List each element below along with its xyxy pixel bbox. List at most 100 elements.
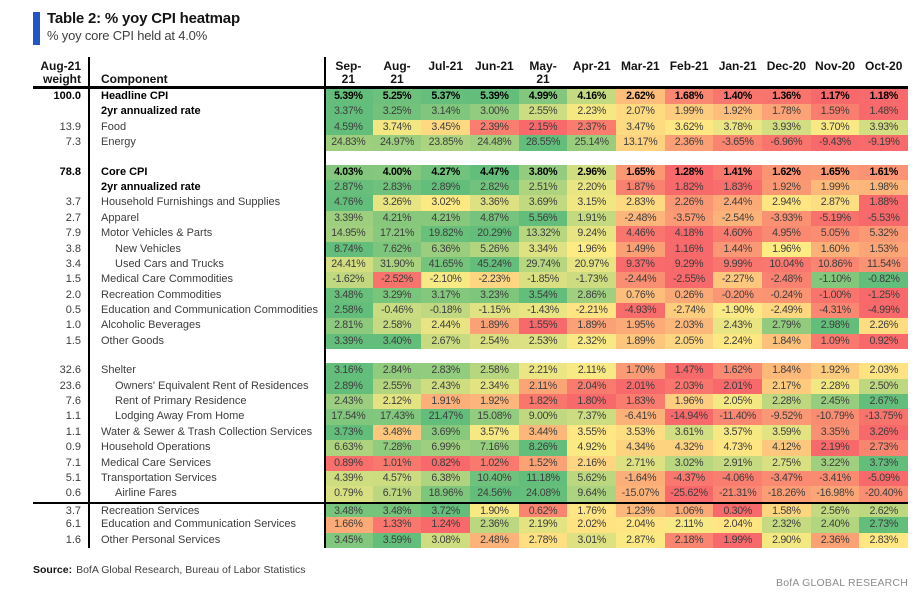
heatmap-cell: 5.62% — [567, 470, 617, 487]
heatmap-cell: -16.98% — [810, 486, 860, 502]
table-row: 6.1 Education and Communication Services 1… — [33, 517, 909, 533]
heatmap-cell: 2.62% — [616, 89, 665, 105]
table-row: 7.9 Motor Vehicles & Parts 14.95% 17.21% 19.… — [33, 226, 909, 242]
heatmap-cell: 21.47% — [421, 409, 471, 425]
heatmap-cell: -1.73% — [567, 272, 617, 288]
heatmap-cell: 1.62% — [762, 164, 811, 180]
heatmap-cell: 2.15% — [518, 119, 568, 136]
heatmap-cell: 1.84% — [762, 333, 811, 350]
heatmap-cell: -5.53% — [859, 210, 909, 227]
weight-cell: 1.0 — [65, 319, 81, 332]
heatmap-cell: 3.70% — [810, 119, 860, 136]
heatmap-cell: 1.96% — [664, 394, 714, 410]
heatmap-cell: 2.96% — [567, 164, 617, 180]
row-values: 4.39% 4.57% 6.38% 10.40% 11.18% 5.62% -1.64% -4… — [324, 470, 909, 487]
heatmap-cell: 1.96% — [567, 241, 617, 257]
heatmap-cell: -1.00% — [810, 287, 860, 304]
heatmap-cell: 1.18% — [859, 89, 909, 105]
component-cell: 2yr annualized rate — [101, 105, 201, 118]
heatmap-cell: 1.02% — [470, 455, 519, 471]
heatmap-cell: 5.56% — [518, 210, 568, 227]
heatmap-cell: 3.93% — [859, 119, 909, 136]
heatmap-cell: -1.15% — [470, 303, 519, 319]
heatmap-cell: -2.54% — [713, 210, 763, 227]
heatmap-cell: 1.92% — [470, 394, 519, 410]
heatmap-cell: 24.41% — [324, 256, 373, 273]
heatmap-cell: 2.82% — [470, 179, 519, 196]
heatmap-cell: 4.39% — [324, 470, 373, 487]
heatmap-cell: 24.83% — [324, 135, 373, 151]
heatmap-cell: 1.68% — [664, 89, 714, 105]
heatmap-cell: 4.46% — [616, 226, 665, 242]
component-cell: Airline Fares — [115, 487, 177, 500]
weight-cell: 0.6 — [65, 487, 81, 500]
heatmap-cell: 2.67% — [421, 333, 471, 350]
heatmap-cell: -1.90% — [713, 303, 763, 319]
component-cell: Transportation Services — [101, 471, 217, 484]
cpi-heatmap-table: Aug-21 weight Component Sep- 21 Aug- 21 Jul-… — [33, 57, 909, 548]
row-values: 3.48% 3.29% 3.17% 3.23% 3.54% 2.86% 0.76% 0.26%… — [324, 287, 909, 304]
heatmap-cell: 1.83% — [713, 179, 763, 196]
heatmap-cell: 3.22% — [810, 455, 860, 471]
heatmap-cell: 8.26% — [518, 440, 568, 456]
heatmap-cell: 1.44% — [713, 241, 763, 257]
heatmap-cell: 2.18% — [664, 532, 714, 548]
heatmap-cell: 2.87% — [810, 195, 860, 211]
heatmap-cell: -4.93% — [616, 303, 665, 319]
heatmap-cell: 1.58% — [762, 503, 811, 518]
table-row: 7.1 Medical Care Services 0.89% 1.01% 0.82% 1… — [33, 455, 909, 471]
heatmap-cell: -2.10% — [421, 272, 471, 288]
heatmap-cell: 1.89% — [616, 333, 665, 350]
heatmap-cell: 1.95% — [616, 318, 665, 334]
heatmap-cell: -13.75% — [859, 409, 909, 425]
heatmap-cell: 3.53% — [616, 424, 665, 441]
heatmap-cell: 11.54% — [859, 256, 909, 273]
heatmap-cell: 25.14% — [567, 135, 617, 151]
heatmap-cell: -1.85% — [518, 272, 568, 288]
heatmap-cell: 2.54% — [470, 333, 519, 350]
weight-cell: 3.8 — [65, 242, 81, 255]
heatmap-cell: 4.47% — [470, 164, 519, 180]
heatmap-cell: -2.27% — [713, 272, 763, 288]
heatmap-cell: 2.12% — [372, 394, 422, 410]
heatmap-cell: 2.07% — [616, 104, 665, 120]
heatmap-cell: 3.48% — [324, 287, 373, 304]
heatmap-cell: 2.36% — [470, 517, 519, 533]
heatmap-cell: 3.40% — [372, 333, 422, 350]
heatmap-cell: 1.06% — [664, 503, 714, 518]
heatmap-cell: 3.73% — [859, 455, 909, 471]
heatmap-cell: 10.86% — [810, 256, 860, 273]
heatmap-cell: 10.04% — [762, 256, 811, 273]
table-row: 1.6 Other Personal Services 3.45% 3.59% 3.08… — [33, 532, 909, 548]
heatmap-cell: 3.26% — [859, 424, 909, 441]
heatmap-cell: 4.00% — [372, 164, 422, 180]
heatmap-cell: 0.82% — [421, 455, 471, 471]
heatmap-cell: 1.49% — [616, 241, 665, 257]
table-title: Table 2: % yoy CPI heatmap — [47, 10, 240, 27]
weight-cell: 1.5 — [65, 273, 81, 286]
heatmap-cell: 3.14% — [421, 104, 471, 120]
heatmap-cell: 5.37% — [421, 89, 471, 105]
month-header-group: Sep- 21 Aug- 21 Jul-21 Jun-21 May- 21 Apr-21 M… — [324, 58, 908, 86]
heatmap-cell: 3.74% — [372, 119, 422, 136]
heatmap-cell: -2.44% — [616, 272, 665, 288]
table-row: 3.4 Used Cars and Trucks 24.41% 31.90% 41.65… — [33, 256, 909, 273]
heatmap-cell: 3.47% — [616, 119, 665, 136]
heatmap-cell: 1.90% — [470, 503, 519, 518]
heatmap-cell: 3.48% — [372, 424, 422, 441]
heatmap-cell: 3.39% — [324, 210, 373, 227]
heatmap-cell: 10.40% — [470, 470, 519, 487]
heatmap-cell: 2.04% — [567, 378, 617, 395]
heatmap-cell: 1.61% — [859, 164, 909, 180]
component-cell: Lodging Away From Home — [115, 410, 245, 423]
heatmap-cell: 6.99% — [421, 440, 471, 456]
column-header-month: May- 21 — [529, 58, 557, 86]
row-values: 3.37% 3.25% 3.14% 3.00% 2.55% 2.23% 2.07% 1.99%… — [324, 104, 909, 120]
heatmap-cell: 4.03% — [324, 164, 373, 180]
heatmap-cell: 3.35% — [810, 424, 860, 441]
heatmap-cell: 4.87% — [470, 210, 519, 227]
weight-cell: 7.1 — [65, 456, 81, 469]
heatmap-cell: -1.10% — [810, 272, 860, 288]
heatmap-cell: 1.09% — [810, 333, 860, 350]
heatmap-cell: 2.39% — [470, 119, 519, 136]
